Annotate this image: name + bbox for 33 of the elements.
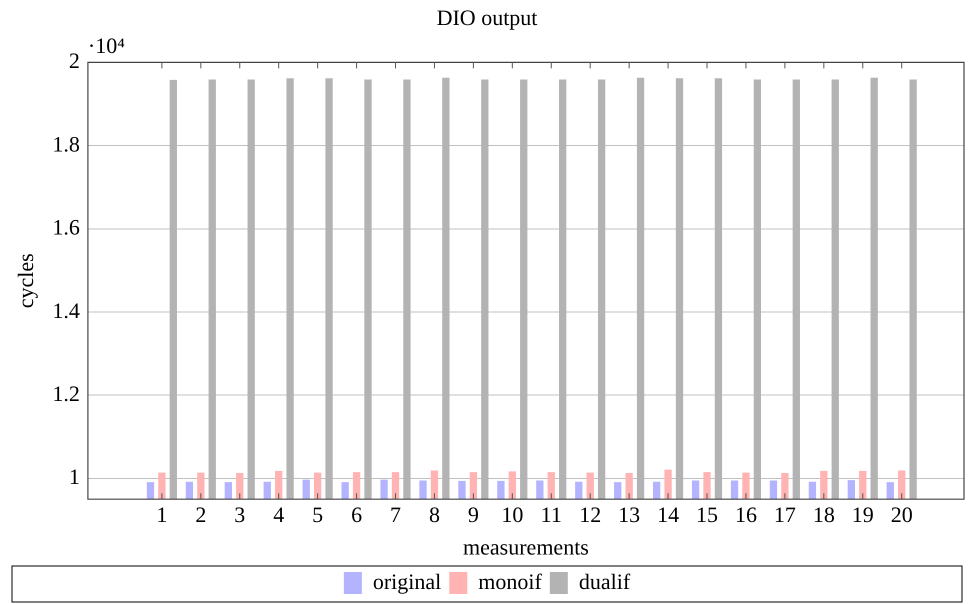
x-tick-label: 17: [774, 502, 796, 528]
x-axis-title: measurements: [463, 534, 589, 560]
x-tick-label: 3: [234, 502, 246, 528]
chart-title: DIO output: [436, 4, 538, 30]
x-tick-label: 12: [579, 502, 602, 528]
x-tick-label: 15: [696, 502, 718, 528]
x-tick-label: 9: [468, 502, 479, 528]
x-tick-label: 8: [428, 502, 440, 528]
y-axis-title: cycles: [12, 253, 38, 308]
legend-label: monoif: [478, 568, 543, 594]
x-tick-label: 19: [852, 502, 874, 528]
x-tick-label: 11: [540, 502, 562, 528]
x-tick-label: 10: [501, 502, 524, 528]
y-tick-label: 2: [68, 48, 80, 74]
text: ·10⁴: [88, 33, 126, 58]
x-tick-label: 4: [273, 502, 284, 528]
x-tick-label: 2: [195, 502, 206, 528]
x-tick-label: 13: [618, 502, 640, 528]
legend-label: dualif: [578, 568, 631, 594]
legend-label: original: [372, 568, 442, 594]
y-tick-label: 1.6: [52, 214, 80, 240]
x-tick-label: 14: [657, 502, 680, 528]
x-tick-label: 7: [390, 502, 402, 528]
y-tick-label: 1.4: [52, 298, 80, 323]
y-tick-label: 1.8: [52, 131, 80, 156]
x-tick-label: 20: [890, 502, 913, 528]
x-tick-label: 16: [734, 502, 757, 528]
x-tick-label: 1: [156, 502, 168, 528]
y-tick-label: 1.2: [52, 380, 80, 406]
x-tick-label: 18: [812, 502, 835, 528]
x-tick-label: 6: [351, 502, 362, 528]
y-tick-label: 1: [68, 464, 80, 490]
x-tick-label: 5: [312, 502, 324, 528]
